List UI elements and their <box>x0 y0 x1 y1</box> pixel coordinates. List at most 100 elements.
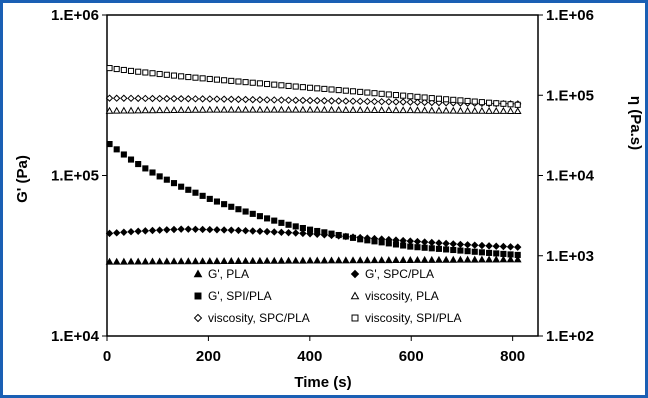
data-point <box>270 256 279 264</box>
data-point <box>277 256 286 264</box>
data-point <box>213 198 221 205</box>
legend-item: G', SPC/PLA <box>350 267 434 281</box>
data-point <box>471 98 478 105</box>
data-point <box>428 95 435 102</box>
data-point <box>184 95 193 103</box>
legend-label: G', SPI/PLA <box>208 289 272 303</box>
data-point <box>155 106 164 114</box>
data-point <box>178 73 185 80</box>
data-point <box>385 98 393 106</box>
data-point <box>406 106 415 114</box>
data-point <box>342 97 350 105</box>
data-point <box>399 106 407 114</box>
data-point <box>449 106 458 114</box>
data-point <box>313 256 322 264</box>
data-point <box>241 105 250 113</box>
data-point <box>443 246 450 253</box>
data-point <box>277 105 286 113</box>
data-point <box>263 105 271 113</box>
data-point <box>256 256 264 264</box>
data-point <box>320 97 329 105</box>
data-point <box>199 192 206 199</box>
data-point <box>149 70 156 77</box>
data-point <box>264 80 271 88</box>
y-left-tick-label: 1.E+06 <box>51 7 99 24</box>
data-point <box>256 227 264 235</box>
data-point <box>471 248 478 255</box>
data-point <box>292 83 299 90</box>
data-point <box>135 68 142 75</box>
data-point <box>406 237 415 245</box>
data-point <box>184 225 193 233</box>
data-marks <box>105 65 522 265</box>
series-viscosity-spi-pla <box>106 65 521 108</box>
data-point <box>292 223 299 230</box>
data-point <box>141 106 150 114</box>
data-point <box>191 225 200 234</box>
data-point <box>270 228 278 236</box>
data-point <box>170 225 178 234</box>
data-point <box>342 256 350 264</box>
data-point <box>320 256 329 264</box>
data-point <box>464 97 471 105</box>
data-point <box>271 81 278 88</box>
data-point <box>334 97 343 105</box>
data-point <box>141 227 150 235</box>
data-point <box>270 105 279 113</box>
x-tick-label: 0 <box>103 348 111 365</box>
data-point <box>463 241 472 249</box>
data-point <box>313 96 321 105</box>
series-g-spi-pla <box>106 141 521 258</box>
data-point <box>198 225 207 234</box>
data-point <box>235 206 242 213</box>
data-point <box>399 98 407 106</box>
data-point <box>134 94 142 103</box>
axes: 0 200 400 600 800 1.E+04 1.E+05 1.E+06 1.E+02 1.E… <box>51 7 595 365</box>
data-point <box>141 257 150 265</box>
data-point <box>499 255 508 263</box>
data-point <box>500 250 507 257</box>
data-point <box>435 239 443 247</box>
data-point <box>470 106 479 114</box>
data-point <box>421 94 428 101</box>
data-point <box>220 257 228 265</box>
data-point <box>442 106 450 114</box>
data-point <box>277 228 286 237</box>
plot-area <box>106 14 539 337</box>
data-point <box>335 231 342 239</box>
data-point <box>456 106 465 114</box>
data-point <box>493 100 500 107</box>
data-point <box>306 84 314 91</box>
data-point <box>206 225 214 234</box>
data-point <box>213 257 221 265</box>
data-point <box>321 85 328 92</box>
data-point <box>371 238 378 245</box>
legend-label: G', PLA <box>208 267 249 281</box>
data-point <box>314 85 321 92</box>
data-point <box>270 96 278 104</box>
data-point <box>162 257 171 265</box>
data-point <box>220 105 228 113</box>
data-point <box>184 105 193 113</box>
x-tick-label: 400 <box>297 348 322 365</box>
data-point <box>413 98 422 106</box>
data-point <box>249 79 256 86</box>
data-point <box>178 183 185 190</box>
data-point <box>284 96 293 104</box>
series-viscosity-pla <box>105 105 522 114</box>
data-point <box>428 245 435 252</box>
data-point <box>349 256 357 264</box>
data-point <box>120 151 127 158</box>
data-point <box>435 106 443 114</box>
data-point <box>357 236 364 243</box>
data-point <box>327 97 336 105</box>
data-point <box>148 106 157 114</box>
y-right-tick-label: 1.E+05 <box>546 87 594 104</box>
data-point <box>177 225 185 233</box>
data-point <box>285 82 292 89</box>
data-point <box>170 106 178 113</box>
data-point <box>456 255 465 263</box>
data-point <box>299 224 306 232</box>
data-point <box>205 257 214 265</box>
